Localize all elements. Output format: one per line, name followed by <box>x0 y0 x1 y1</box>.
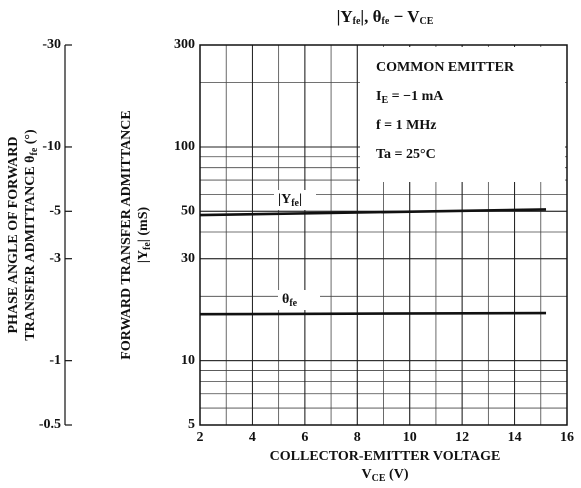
x-tick-label: 2 <box>197 430 204 445</box>
y2-tick-label: -0.5 <box>39 417 61 432</box>
chart-title-part: fe <box>353 16 361 27</box>
chart-title-part: fe <box>382 16 390 27</box>
series-line <box>199 311 547 316</box>
x-axis-label-part: CE <box>372 473 386 484</box>
chart-title-part: |Y <box>337 7 353 26</box>
y2-axis-label: PHASE ANGLE OF FORWARD <box>6 137 21 334</box>
x-tick-label: 14 <box>508 430 522 445</box>
annotation: IE = −1 mA <box>376 89 444 106</box>
y2-axis-label-part: (°) <box>23 129 38 148</box>
x-tick-label: 6 <box>301 430 308 445</box>
x-axis-label-part: V <box>362 467 372 482</box>
series-label: θfe <box>282 292 298 309</box>
annotation-part: = −1 mA <box>388 89 444 104</box>
y2-axis-label-part: TRANSFER ADMITTANCE θ <box>23 156 38 341</box>
y-tick-label: 5 <box>188 417 195 432</box>
x-axis-label: COLLECTOR-EMITTER VOLTAGE <box>270 449 501 464</box>
x-axis-label: VCE (V) <box>362 467 409 484</box>
x-axis-label-part: (V) <box>386 467 409 482</box>
series-label-part: θ <box>282 292 289 307</box>
annotation-box <box>360 47 565 182</box>
y-axis-label-part: | (mS) <box>136 206 151 242</box>
chart-title-part: − V <box>389 7 420 26</box>
y-tick-label: 100 <box>174 139 195 154</box>
series-label-part: |Y <box>278 192 291 207</box>
y2-tick-label: -10 <box>42 139 61 154</box>
series-label-bg <box>278 290 320 310</box>
y2-tick-label: -30 <box>42 37 61 52</box>
y-axis-label: FORWARD TRANSFER ADMITTANCE <box>119 110 134 359</box>
y2-axis-label: TRANSFER ADMITTANCE θfe (°) <box>23 129 40 341</box>
y-tick-label: 10 <box>181 353 195 368</box>
series-line <box>199 208 547 217</box>
annotation-part: E <box>381 95 388 106</box>
annotation: f = 1 MHz <box>376 118 436 133</box>
series-label-part: fe <box>289 298 297 309</box>
annotation: COMMON EMITTER <box>376 60 515 75</box>
y-axis-label-part: fe <box>142 242 153 250</box>
x-tick-label: 12 <box>455 430 469 445</box>
y2-tick-label: -3 <box>49 251 61 266</box>
series-label-part: fe <box>291 198 299 209</box>
plot-frame <box>199 44 568 426</box>
x-tick-label: 10 <box>403 430 417 445</box>
chart-title: |Yfe|, θfe − VCE <box>337 7 434 27</box>
chart-title-part: CE <box>419 16 433 27</box>
y2-axis-label-part: fe <box>29 147 40 155</box>
series-label: |Yfe| <box>278 192 302 209</box>
x-tick-label: 16 <box>560 430 574 445</box>
x-tick-label: 4 <box>249 430 256 445</box>
y-axis-label: |Yfe| (mS) <box>136 206 153 263</box>
y-tick-label: 30 <box>181 251 195 266</box>
y-axis-label-part: |Y <box>136 250 151 263</box>
annotation: Ta = 25°C <box>376 147 436 162</box>
series-label-bg <box>274 190 316 210</box>
y-tick-label: 50 <box>181 204 195 219</box>
x-tick-label: 8 <box>354 430 361 445</box>
y2-tick-label: -1 <box>49 353 61 368</box>
annotation-part: I <box>376 89 381 104</box>
y-tick-label: 300 <box>174 37 195 52</box>
series-label-part: | <box>299 192 302 207</box>
chart-title-part: |, θ <box>360 7 381 26</box>
y2-tick-label: -5 <box>49 204 61 219</box>
